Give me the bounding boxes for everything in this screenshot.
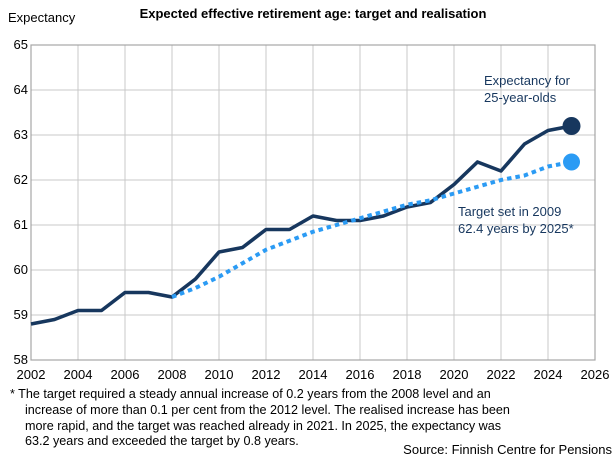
y-tick-label: 61 bbox=[13, 217, 28, 232]
x-tick-label: 2012 bbox=[251, 367, 281, 382]
target-line bbox=[171, 160, 572, 299]
x-tick-label: 2002 bbox=[16, 367, 46, 382]
footnote-line: 63.2 years and exceeded the target by 0.… bbox=[25, 434, 299, 449]
x-tick-label: 2018 bbox=[392, 367, 422, 382]
y-tick-label: 58 bbox=[13, 352, 28, 367]
plot-border bbox=[30, 44, 596, 361]
x-tick-label: 2016 bbox=[345, 367, 375, 382]
chart-title: Expected effective retirement age: targe… bbox=[139, 6, 487, 21]
x-tick-label: 2014 bbox=[298, 367, 328, 382]
y-tick-label: 62 bbox=[13, 172, 28, 187]
footnote-line: * The target required a steady annual in… bbox=[10, 387, 491, 401]
x-tick-label: 2022 bbox=[486, 367, 516, 382]
y-tick-label: 65 bbox=[13, 37, 28, 52]
annotation-target-line2: 62.4 years by 2025* bbox=[458, 220, 574, 236]
x-tick-label: 2020 bbox=[439, 367, 469, 382]
realised-line bbox=[30, 124, 572, 326]
footnote-line: increase of more than 0.1 per cent from … bbox=[25, 402, 510, 417]
footnote: * The target required a steady annual in… bbox=[10, 387, 510, 450]
realised-line-end-marker bbox=[562, 117, 581, 135]
x-tick-label: 2024 bbox=[533, 367, 563, 382]
target-line-end-marker bbox=[563, 153, 580, 171]
footnote-line: more rapid, and the target was reached a… bbox=[25, 418, 502, 433]
annotation-target-line1: Target set in 2009 bbox=[458, 204, 562, 219]
x-tick-label: 2008 bbox=[157, 367, 187, 382]
y-tick-label: 64 bbox=[13, 82, 28, 97]
annotation-target-series: Target set in 2009 62.4 years by 2025* bbox=[458, 204, 574, 237]
source-credit: Source: Finnish Centre for Pensions bbox=[403, 442, 612, 457]
annotation-realised-line1: Expectancy for bbox=[484, 73, 570, 88]
y-tick-label: 59 bbox=[13, 307, 28, 322]
y-tick-label: 60 bbox=[13, 262, 28, 277]
annotation-realised-series: Expectancy for 25-year-olds bbox=[484, 73, 570, 106]
y-tick-label: 63 bbox=[13, 127, 28, 142]
annotation-realised-line2: 25-year-olds bbox=[484, 89, 557, 105]
y-axis-title: Expectancy bbox=[8, 10, 76, 25]
x-tick-label: 2006 bbox=[110, 367, 140, 382]
x-tick-label: 2010 bbox=[204, 367, 234, 382]
x-tick-label: 2004 bbox=[63, 367, 93, 382]
x-tick-label: 2026 bbox=[580, 367, 610, 382]
